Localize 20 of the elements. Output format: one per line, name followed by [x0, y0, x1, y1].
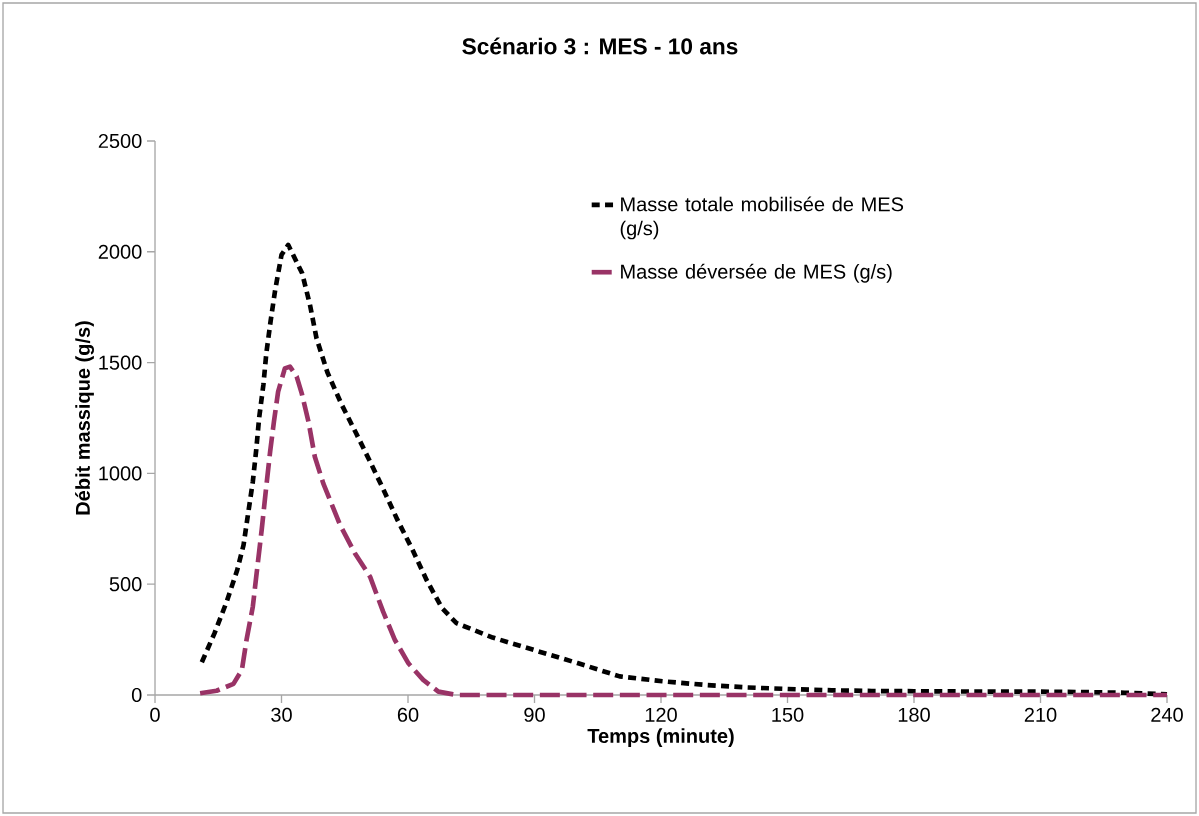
y-axis-title: Débit massique (g/s)	[75, 321, 94, 515]
x-tick-label: 0	[150, 707, 160, 722]
x-tick-label: 60	[397, 707, 419, 722]
x-tick-label: 30	[271, 707, 292, 722]
x-axis-title: Temps (minute)	[587, 728, 734, 747]
y-tick-label: 2500	[98, 133, 142, 149]
x-tick-label: 210	[1024, 707, 1057, 722]
x-tick-label: 90	[524, 707, 545, 722]
legend-label: Masse déversée de MES (g/s)	[621, 263, 892, 283]
x-tick-label: 180	[898, 707, 930, 722]
x-tick-label: 150	[772, 707, 804, 722]
y-tick-label: 500	[109, 577, 142, 592]
y-tick-label: 1000	[99, 466, 142, 481]
y-tick-label: 1500	[99, 355, 142, 370]
x-tick-label: 120	[645, 707, 677, 722]
y-tick-label: 0	[131, 687, 142, 703]
chart-title: Scénario 3 : MES - 10 ans	[462, 37, 738, 55]
legend-label: Masse totale mobilisée de MES (g/s)	[620, 196, 904, 240]
x-tick-label: 240	[1151, 707, 1183, 722]
y-tick-label: 2000	[98, 244, 142, 259]
